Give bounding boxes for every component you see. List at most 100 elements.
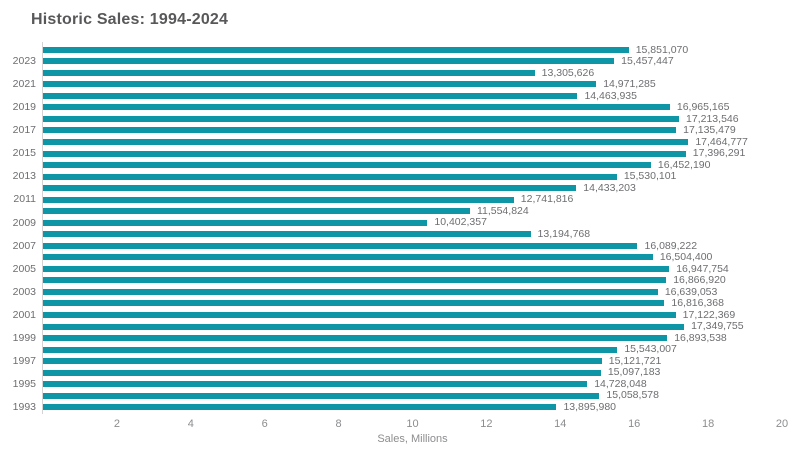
bar-row-1999: 16,893,538	[43, 332, 782, 344]
y-axis-year-label: 2013	[12, 170, 36, 183]
y-axis-year-label	[0, 136, 36, 147]
bar-row-2005: 16,947,754	[43, 263, 782, 275]
y-axis-year-label	[0, 205, 36, 216]
x-axis-tick: 6	[261, 418, 268, 430]
bar-row-2011: 12,741,816	[43, 194, 782, 206]
bar-row-2017: 17,135,479	[43, 125, 782, 137]
bar-row-2007: 16,089,222	[43, 240, 782, 252]
x-axis-tick: 14	[554, 418, 567, 430]
sales-bar-1995	[43, 381, 588, 388]
bar-value-label: 16,816,368	[671, 297, 724, 310]
bar-value-label: 16,947,754	[676, 262, 729, 275]
sales-bar-2009	[43, 219, 428, 226]
bar-value-label: 15,543,007	[624, 343, 677, 356]
sales-bar-2023	[43, 58, 615, 65]
y-axis-year-label	[0, 367, 36, 378]
bar-row-2008: 13,194,768	[43, 229, 782, 241]
y-axis-year-label	[0, 321, 36, 332]
x-axis-ticks: 2 4 6 8 10 12 14 16 18 20	[43, 418, 788, 431]
y-axis-year-label: 2009	[12, 216, 36, 229]
sales-bar-2016	[43, 139, 689, 146]
sales-bar-2000	[43, 323, 685, 330]
bar-row-2022: 13,305,626	[43, 67, 782, 79]
bar-value-label: 10,402,357	[434, 216, 487, 229]
y-axis-year-label	[0, 90, 36, 101]
bar-value-label: 16,893,538	[674, 331, 727, 344]
sales-bar-2018	[43, 115, 680, 122]
x-axis-tick: 4	[187, 418, 194, 430]
bar-row-2016: 17,464,777	[43, 136, 782, 148]
bar-row-2000: 17,349,755	[43, 321, 782, 333]
bar-row-2004: 16,866,920	[43, 275, 782, 287]
sales-bar-1998	[43, 346, 618, 353]
bar-row-1997: 15,121,721	[43, 355, 782, 367]
y-axis-year-label	[0, 113, 36, 124]
y-axis-year-label: 1997	[12, 354, 36, 367]
bar-value-label: 17,349,755	[691, 320, 744, 333]
plot-rows: 15,851,070 15,457,447 13,305,626 14,971,285…	[43, 44, 782, 413]
x-axis-title: Sales, Millions	[377, 433, 448, 445]
bar-row-2015: 17,396,291	[43, 148, 782, 160]
y-axis-year-label: 2019	[12, 101, 36, 114]
sales-bar-2013	[43, 173, 617, 180]
bar-row-1995: 14,728,048	[43, 378, 782, 390]
bar-row-2001: 17,122,369	[43, 309, 782, 321]
bar-value-label: 15,121,721	[608, 354, 662, 367]
bar-row-1996: 15,097,183	[43, 367, 782, 379]
bar-row-2020: 14,463,935	[43, 90, 782, 102]
sales-bar-2003	[43, 288, 658, 295]
bar-row-2018: 17,213,546	[43, 113, 782, 125]
y-axis-year-label	[0, 229, 36, 240]
bar-value-label: 15,097,183	[607, 366, 661, 379]
y-axis-year-label: 2007	[12, 239, 36, 252]
sales-bar-2011	[43, 196, 514, 203]
sales-bar-2010	[43, 208, 470, 215]
bar-value-label: 17,135,479	[683, 124, 736, 137]
bar-value-label: 14,433,203	[583, 181, 636, 194]
x-axis-tick: 16	[628, 418, 641, 430]
bar-value-label: 13,194,768	[537, 228, 591, 241]
y-axis-year-label	[0, 182, 36, 193]
y-axis-year-label: 2021	[12, 78, 36, 91]
sales-bar-2006	[43, 254, 653, 261]
bar-value-label: 12,741,816	[520, 193, 574, 206]
sales-bar-2021	[43, 81, 597, 88]
sales-bar-1997	[43, 358, 602, 365]
bar-row-2023: 15,457,447	[43, 56, 782, 68]
sales-bar-2019	[43, 104, 670, 111]
bar-row-2019: 16,965,165	[43, 102, 782, 114]
sales-bar-2015	[43, 150, 686, 157]
sales-bar-2024	[43, 46, 629, 53]
bar-value-label: 14,728,048	[594, 377, 647, 390]
y-axis-year-label: 2003	[12, 285, 36, 298]
bar-row-2002: 16,816,368	[43, 298, 782, 310]
bar-value-label: 16,089,222	[644, 239, 698, 252]
x-axis-tick: 18	[701, 418, 715, 430]
sales-bar-1993	[43, 404, 557, 411]
bar-value-label: 13,895,980	[563, 400, 617, 413]
y-axis-year-label: 2023	[12, 55, 36, 68]
y-axis-year-label: 2015	[12, 147, 36, 160]
bar-value-label: 11,554,824	[476, 204, 529, 217]
sales-bar-2020	[43, 92, 578, 99]
sales-bar-2002	[43, 300, 665, 307]
bar-row-2024: 15,851,070	[43, 44, 782, 56]
y-axis-year-label: 2001	[12, 308, 36, 321]
y-axis-year-label	[0, 67, 36, 78]
sales-bar-1996	[43, 369, 601, 376]
bar-value-label: 17,213,546	[686, 112, 739, 125]
y-axis-year-label	[0, 390, 36, 401]
y-axis-year-label	[0, 44, 36, 55]
sales-bar-2004	[43, 277, 667, 284]
y-axis-year-label: 1993	[12, 401, 36, 413]
x-axis-tick: 20	[775, 418, 789, 430]
sales-bar-1999	[43, 335, 668, 342]
bar-value-label: 17,396,291	[692, 147, 746, 160]
bar-row-2009: 10,402,357	[43, 217, 782, 229]
y-axis-year-label: 1995	[12, 377, 36, 390]
sales-bar-2012	[43, 185, 577, 192]
x-axis-tick: 10	[406, 418, 419, 430]
bar-value-label: 14,971,285	[603, 78, 656, 91]
y-axis-year-label	[0, 159, 36, 170]
